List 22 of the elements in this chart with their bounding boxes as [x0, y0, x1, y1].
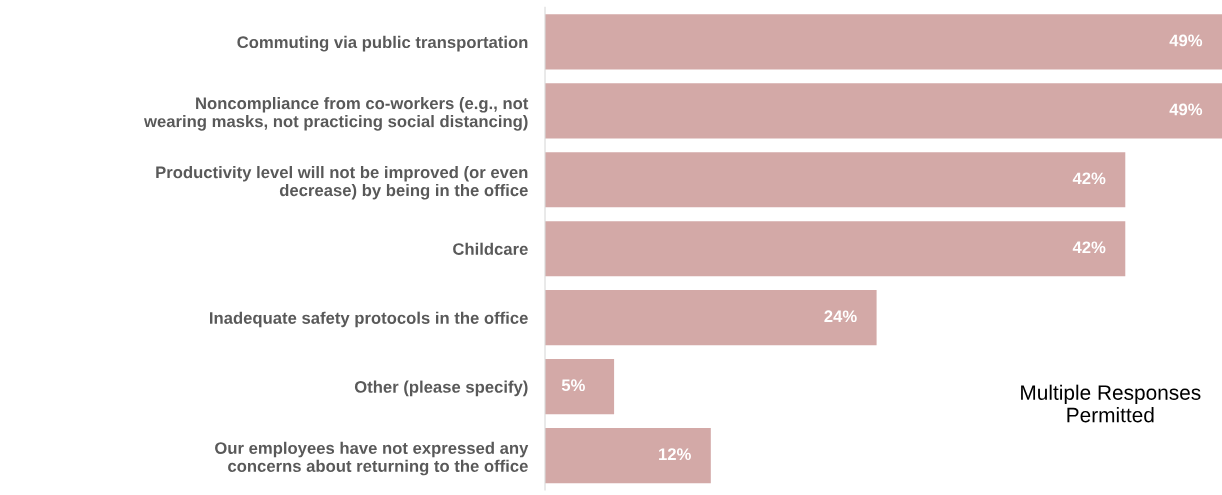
y-tick-label: Inadequate safety protocols in the office [209, 311, 528, 328]
y-tick-label: Noncompliance from co-workers (e.g., not wearing masks, not practicing social distancing) [143, 97, 529, 131]
data-label: 49% [1169, 34, 1203, 47]
data-label: 24% [824, 310, 857, 323]
bar [545, 14, 1222, 70]
data-label: 12% [659, 448, 691, 461]
bar [545, 290, 877, 346]
data-label: 42% [1072, 241, 1106, 254]
y-tick-label: Commuting via public transportation [237, 35, 528, 52]
bar [545, 359, 615, 415]
bar [545, 428, 711, 484]
data-label: 5% [561, 379, 585, 392]
y-tick-label: Our employees have not expressed any concerns about returning to the office [215, 441, 529, 476]
data-label: 42% [1072, 172, 1106, 185]
y-tick-label: Productivity level will not be improved (or even decrease) by being in the office [156, 165, 528, 200]
y-tick-label: Other (please specify) [354, 380, 528, 397]
bar [545, 152, 1126, 208]
bar [545, 221, 1126, 277]
y-tick-label: Childcare [453, 242, 528, 255]
annotation: Multiple Responses Permitted [1021, 384, 1201, 423]
data-label: 49% [1169, 103, 1203, 116]
bar [545, 83, 1222, 139]
